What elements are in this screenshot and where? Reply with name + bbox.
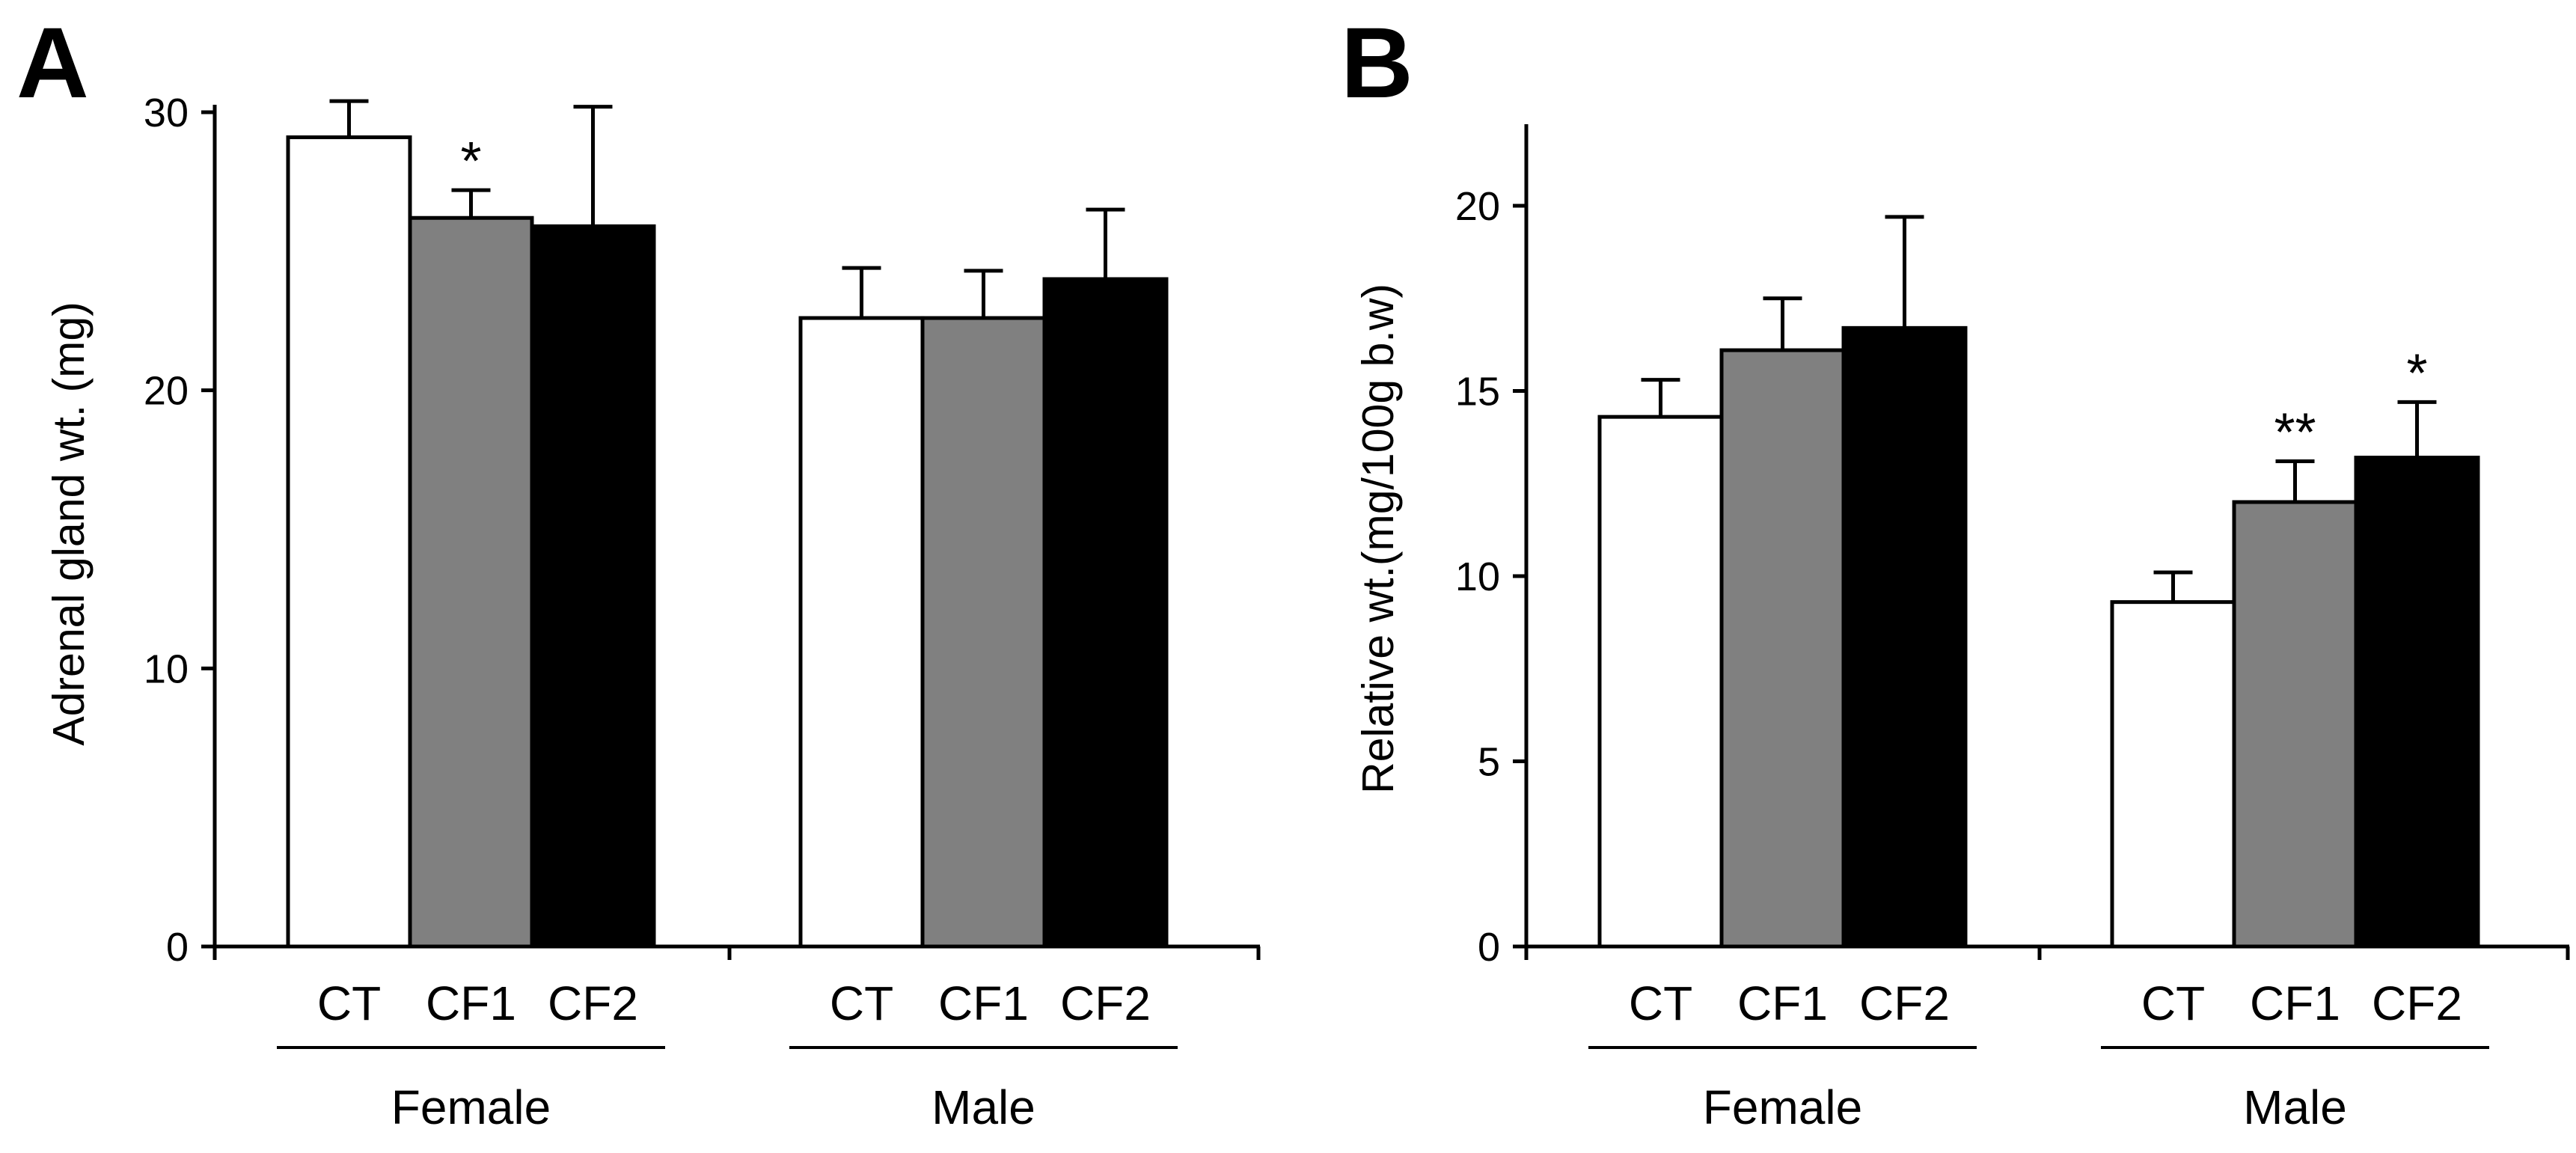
panel-b-category-label-male-cf2: CF2 <box>2372 976 2462 1030</box>
panel-b-group-label-male: Male <box>2243 1080 2347 1134</box>
panel-a-bar-male-cf1 <box>920 316 1047 949</box>
panel-b-y-tick-label-20: 20 <box>1455 184 1500 229</box>
panel-b-bar-female-cf1 <box>1719 348 1846 949</box>
panel-b-y-axis-label: Relative wt.(mg/100g b.w) <box>1353 284 1403 794</box>
panel-a-bar-female-ct <box>286 135 412 949</box>
panel-b-category-label-male-cf1: CF1 <box>2250 976 2340 1030</box>
panel-a-category-label-male-cf2: CF2 <box>1060 976 1151 1030</box>
panel-a-category-label-female-ct: CT <box>317 976 381 1030</box>
panel-b-category-label-female-cf1: CF1 <box>1737 976 1828 1030</box>
panel-b-bar-male-cf2 <box>2354 456 2480 949</box>
panel-a-bar-male-cf2 <box>1042 277 1169 949</box>
panel-b-significance-male-cf2: * <box>2406 343 2427 403</box>
panel-a-category-label-female-cf2: CF2 <box>548 976 638 1030</box>
panel-a-category-label-male-cf1: CF1 <box>938 976 1029 1030</box>
panel-a-group-label-male: Male <box>931 1080 1035 1134</box>
panel-b-bar-male-ct <box>2110 600 2236 949</box>
panel-a-group-label-female: Female <box>391 1080 551 1134</box>
panel-b-bar-female-cf2 <box>1841 325 1968 949</box>
panel-b-category-label-female-ct: CT <box>1629 976 1692 1030</box>
panel-b-y-tick-label-5: 5 <box>1478 740 1500 785</box>
panel-a-label: A <box>16 7 89 119</box>
panel-a-y-tick-label-20: 20 <box>144 369 189 414</box>
panel-b-y-tick-label-0: 0 <box>1478 925 1500 970</box>
panel-a-category-label-male-ct: CT <box>830 976 893 1030</box>
panel-b-y-tick-label-15: 15 <box>1455 370 1500 415</box>
chart-panel-b: B Relative wt.(mg/100g b.w) CT CF1 CF2 Female… <box>1341 7 2570 1134</box>
panel-a-category-label-female-cf1: CF1 <box>426 976 516 1030</box>
panel-b-bar-male-cf1 <box>2232 500 2358 949</box>
panel-a-significance-female-cf1: * <box>460 132 481 192</box>
panel-b-group-label-female: Female <box>1703 1080 1862 1134</box>
panel-b-label: B <box>1341 7 1413 119</box>
panel-a-y-tick-label-10: 10 <box>144 646 189 691</box>
panel-a-y-tick-label-0: 0 <box>166 925 189 970</box>
panel-a-bar-female-cf2 <box>530 224 656 949</box>
panel-b-significance-male-cf1: ** <box>2274 403 2316 463</box>
panel-a-bar-female-cf1 <box>408 215 534 949</box>
panel-a-y-tick-label-30: 30 <box>144 91 189 135</box>
panel-b-y-tick-label-10: 10 <box>1455 554 1500 599</box>
panel-b-bar-female-ct <box>1597 415 1724 949</box>
panel-a-bar-male-ct <box>798 316 925 949</box>
panel-b-category-label-male-ct: CT <box>2141 976 2205 1030</box>
panel-a-y-axis-label: Adrenal gland wt. (mg) <box>44 302 94 746</box>
panel-b-category-label-female-cf2: CF2 <box>1859 976 1950 1030</box>
